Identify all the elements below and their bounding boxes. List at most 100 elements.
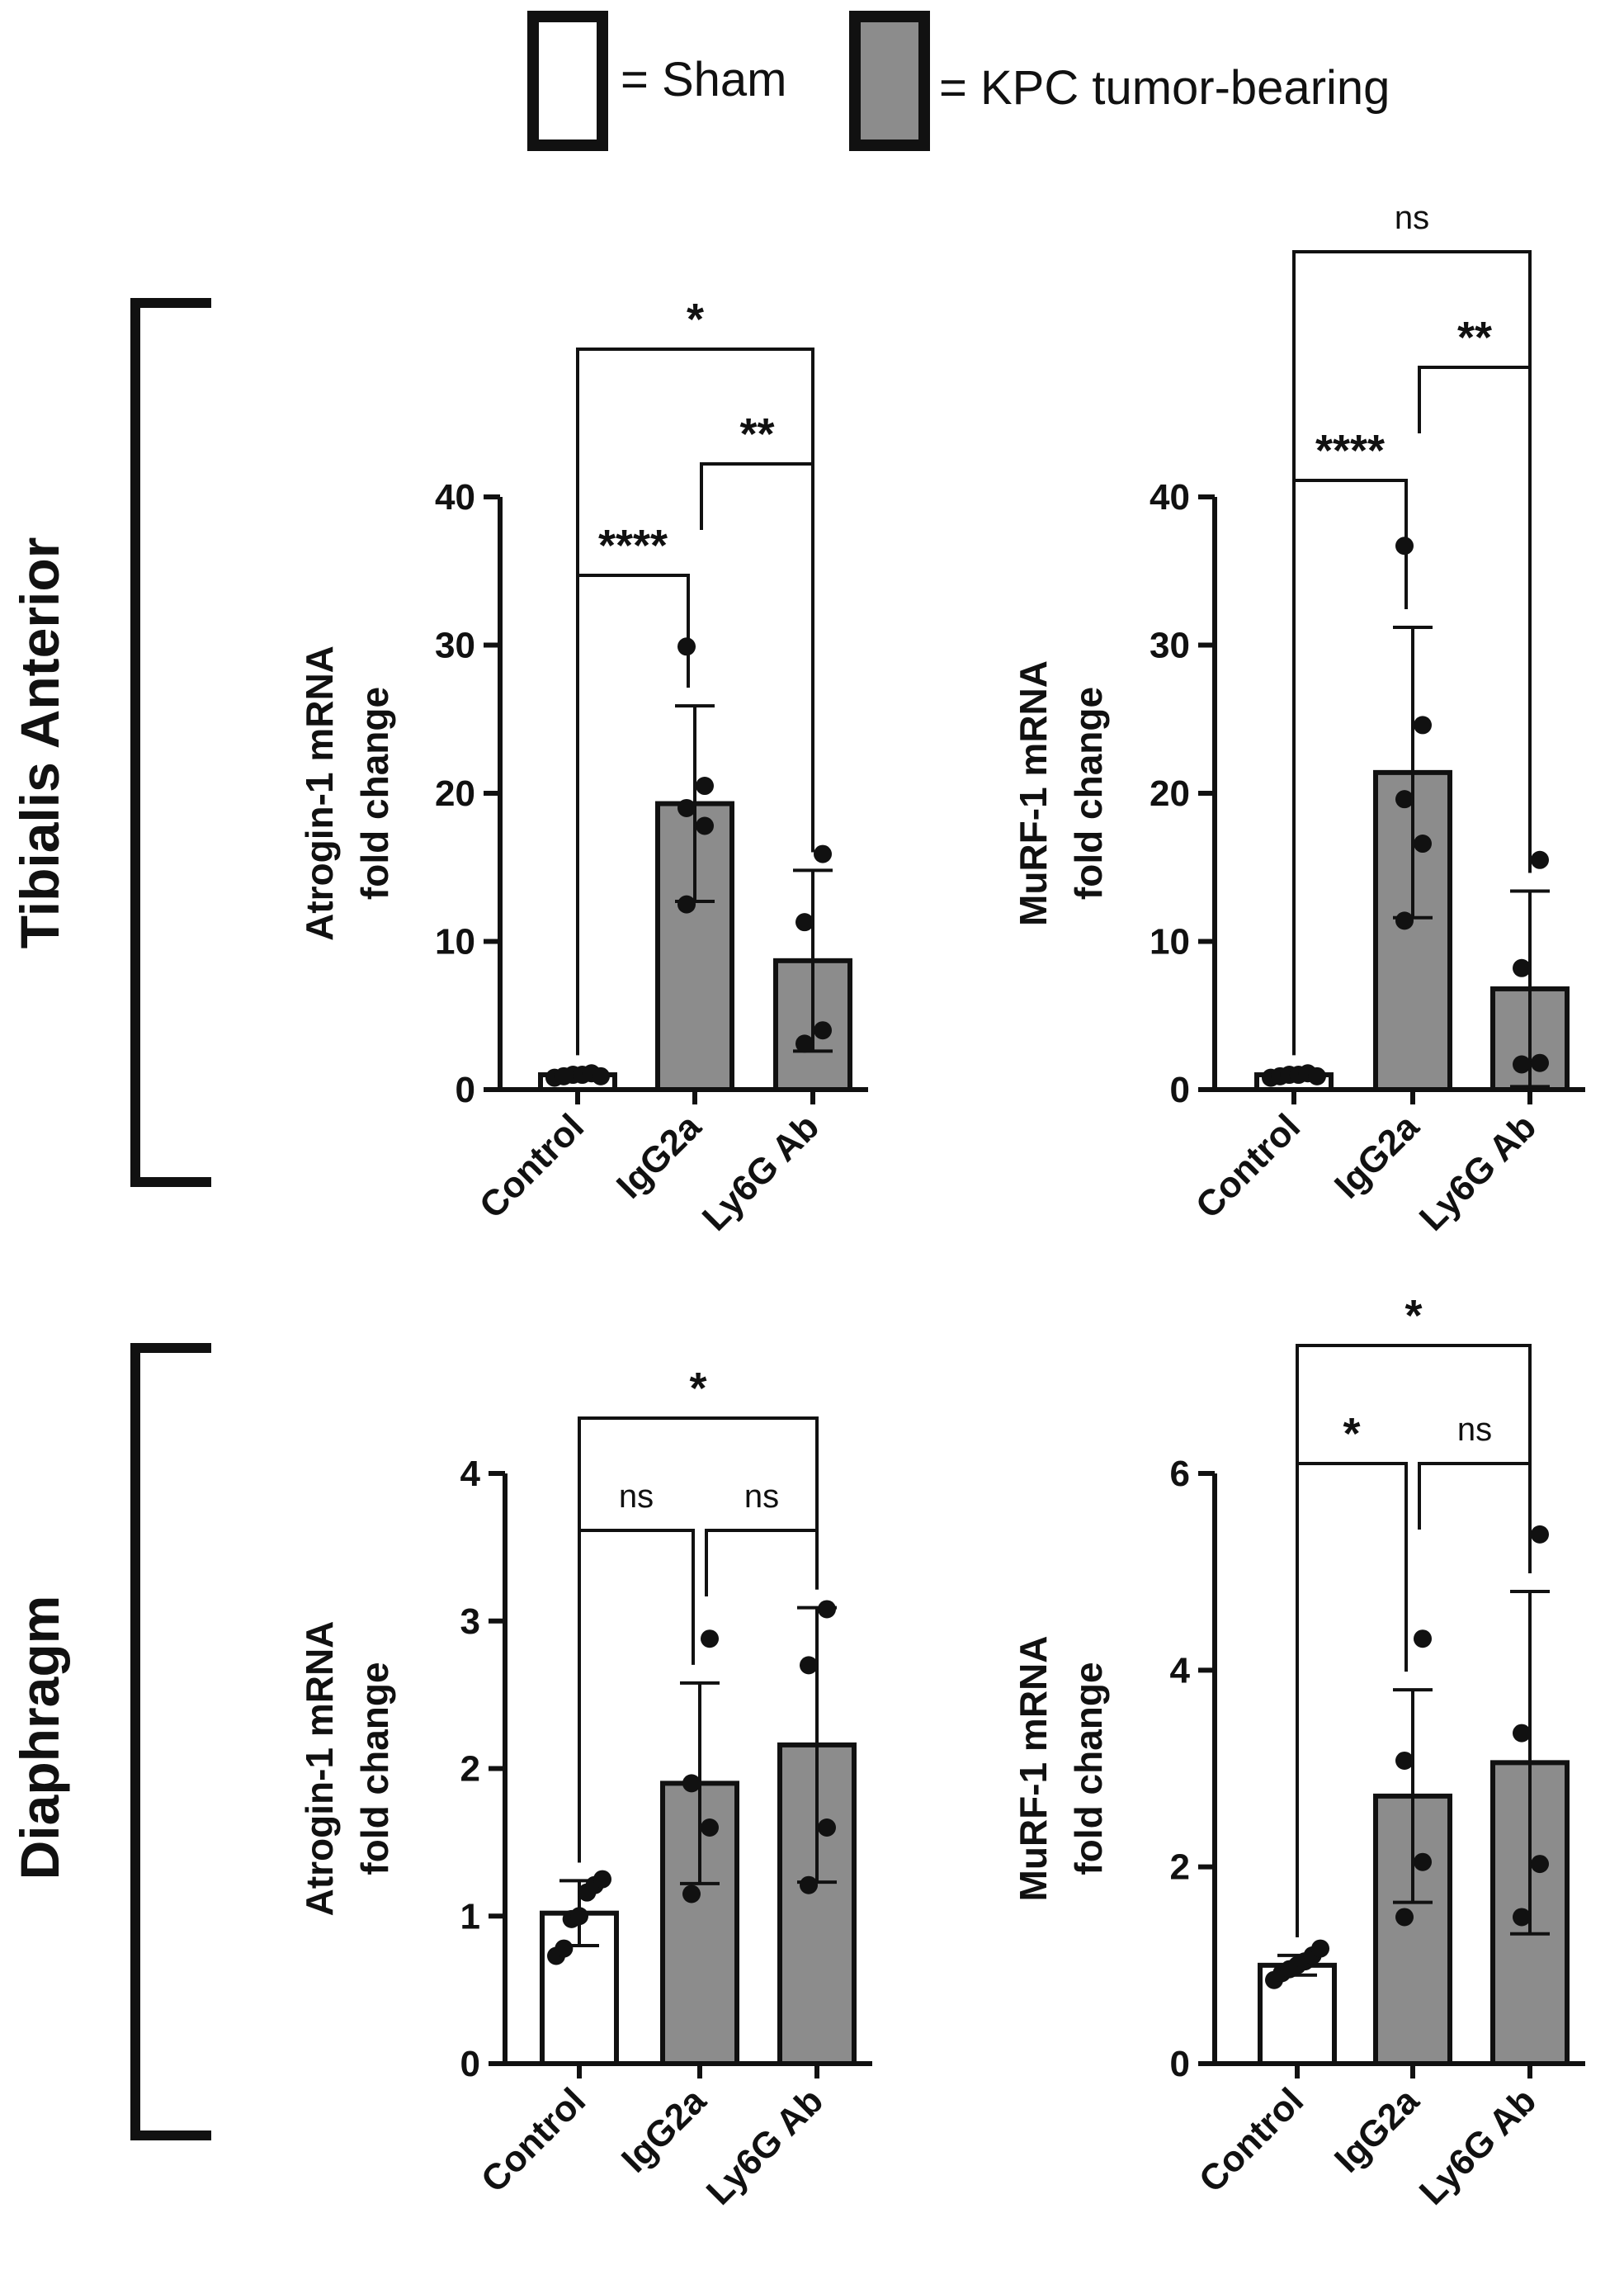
legend: = Sham = KPC tumor-bearing: [527, 11, 1390, 151]
category-label: Control: [472, 1106, 592, 1226]
chart-ta-murf: 0 10 20 30 40 MuRF-1 mRNA fold change Control Ig…: [1012, 200, 1585, 1239]
data-point: [701, 1629, 719, 1648]
data-point: [1395, 911, 1414, 930]
row-label-diaphragm: Diaphragm: [9, 1596, 70, 1880]
data-point: [818, 1818, 836, 1837]
y-tick-label: 10: [1150, 922, 1190, 962]
data-point: [1414, 1629, 1432, 1648]
y-tick-label: 4: [460, 1454, 481, 1494]
data-point: [570, 1907, 588, 1926]
y-tick-label: 10: [435, 922, 475, 962]
bracket-tibialis-anterior: [130, 298, 211, 1187]
category-label: Ly6G Ab: [1412, 1106, 1544, 1238]
bracket-diaphragm: [130, 1343, 211, 2140]
legend-label-tumor: = KPC tumor-bearing: [939, 61, 1390, 115]
data-point: [1414, 1852, 1432, 1871]
y-axis-label-line2: fold change: [353, 687, 396, 900]
y-tick-label: 1: [460, 1896, 480, 1937]
y-tick-label: 0: [1170, 1070, 1190, 1110]
significance-label: ****: [598, 521, 668, 570]
data-point: [800, 1875, 818, 1894]
y-tick-label: 0: [456, 1070, 475, 1110]
category-label: IgG2a: [1327, 2080, 1427, 2180]
y-axis-label-line2: fold change: [1067, 687, 1110, 900]
y-axis-label-line1: MuRF-1 mRNA: [1012, 1636, 1055, 1902]
data-point: [1513, 1908, 1531, 1927]
y-tick-label: 30: [1150, 626, 1190, 666]
data-point: [1311, 1939, 1329, 1958]
y-tick-label: 3: [460, 1601, 480, 1642]
data-point: [1513, 1724, 1531, 1743]
significance-label: *: [1404, 1291, 1422, 1341]
category-label: Control: [474, 2080, 593, 2200]
data-point: [1395, 790, 1414, 809]
y-axis-label-line1: Atrogin-1 mRNA: [298, 646, 341, 941]
y-tick-label: 6: [1170, 1454, 1190, 1494]
category-label: Control: [1188, 1106, 1308, 1226]
data-point: [814, 844, 832, 863]
y-tick-label: 0: [1170, 2044, 1190, 2084]
data-point: [696, 777, 714, 796]
category-label: IgG2a: [1327, 1106, 1427, 1206]
significance-label: ns: [744, 1478, 779, 1515]
significance-label: **: [1457, 313, 1492, 362]
category-label: Control: [1192, 2080, 1311, 2200]
y-axis-label-line2: fold change: [353, 1662, 396, 1875]
data-point: [593, 1870, 611, 1889]
significance-bracket: [700, 462, 814, 853]
category-label: Ly6G Ab: [1412, 2080, 1544, 2212]
legend-label-sham: = Sham: [621, 53, 787, 106]
data-point: [592, 1066, 610, 1085]
data-point: [682, 1774, 701, 1793]
data-point: [682, 1885, 701, 1903]
data-point: [677, 895, 696, 914]
data-point: [696, 816, 714, 835]
data-point: [1414, 716, 1432, 735]
category-label: IgG2a: [609, 1106, 709, 1206]
significance-label: ns: [1395, 200, 1429, 236]
category-label: Ly6G Ab: [699, 2080, 831, 2212]
significance-label: *: [687, 295, 704, 344]
y-tick-label: 40: [435, 477, 475, 518]
significance-bracket: [576, 348, 814, 1056]
y-axis-label-line2: fold change: [1067, 1662, 1110, 1875]
data-point: [555, 1939, 574, 1958]
y-tick-label: 20: [435, 773, 475, 814]
significance-label: ****: [1315, 426, 1385, 475]
y-tick-label: 40: [1150, 477, 1190, 518]
significance-bracket: [705, 1529, 819, 1596]
data-point: [800, 1656, 818, 1675]
significance-label: **: [739, 409, 774, 459]
row-label-tibialis-anterior: Tibialis Anterior: [9, 537, 70, 949]
data-point: [1513, 1055, 1531, 1074]
data-point: [1531, 1525, 1549, 1544]
y-tick-label: 20: [1150, 773, 1190, 814]
y-tick-label: 2: [1170, 1847, 1190, 1888]
data-point: [1308, 1066, 1326, 1085]
category-label: IgG2a: [614, 2080, 714, 2180]
y-tick-label: 30: [435, 626, 475, 666]
significance-bracket: [578, 1416, 819, 1863]
y-tick-label: 4: [1170, 1650, 1191, 1691]
legend-swatch-tumor: [849, 11, 930, 151]
y-axis-label-line1: MuRF-1 mRNA: [1012, 660, 1055, 926]
significance-bracket: [1418, 1462, 1532, 1573]
data-point: [1531, 1053, 1549, 1072]
significance-bracket: [1296, 1344, 1532, 1937]
significance-label: *: [689, 1364, 706, 1413]
significance-label: ns: [619, 1478, 654, 1515]
chart-dia-atrogin: 0 1 2 3 4 Atrogin-1 mRNA fold change Control IgG…: [298, 1364, 872, 2213]
data-point: [814, 1021, 832, 1040]
chart-dia-murf: 0 2 4 6 MuRF-1 mRNA fold change Control IgG2aLy…: [1012, 1291, 1585, 2213]
data-point: [1513, 958, 1531, 977]
data-point: [795, 913, 814, 932]
significance-label: *: [1343, 1409, 1360, 1459]
significance-label: ns: [1457, 1412, 1492, 1448]
y-tick-label: 0: [460, 2044, 480, 2084]
data-point: [1395, 1908, 1414, 1927]
data-point: [818, 1600, 836, 1619]
data-point: [1531, 1855, 1549, 1874]
data-point: [701, 1818, 719, 1837]
legend-swatch-sham: [527, 11, 608, 151]
